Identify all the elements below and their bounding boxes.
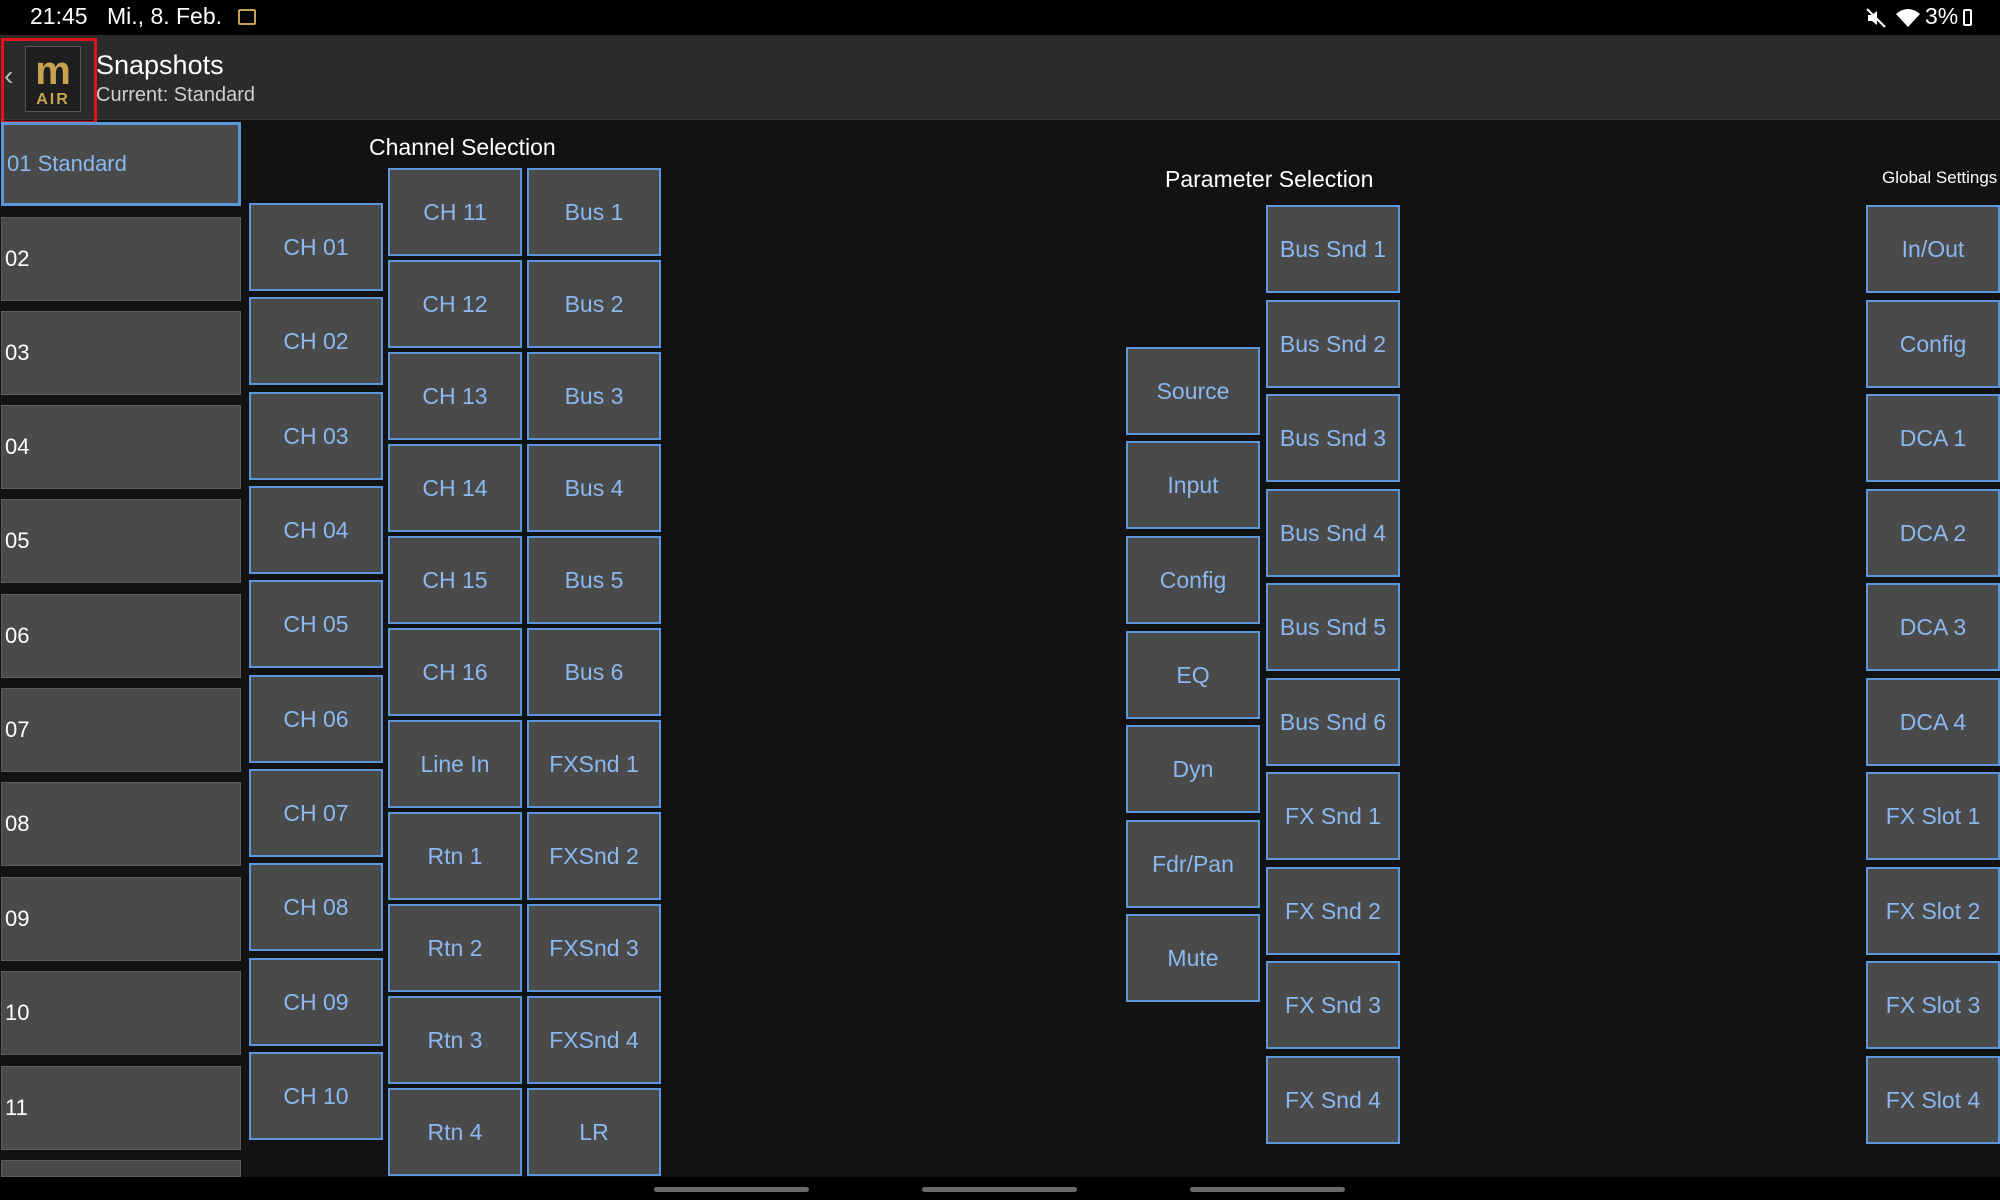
snapshot-item[interactable]: 09 <box>1 877 241 961</box>
global-setting-button[interactable]: DCA 4 <box>1866 678 2000 766</box>
parameter-button[interactable]: Bus Snd 3 <box>1266 394 1400 482</box>
snapshot-item[interactable]: 01 Standard <box>1 122 241 206</box>
current-snapshot-label: Current: Standard <box>96 84 255 106</box>
snapshot-item[interactable]: 10 <box>1 971 241 1055</box>
global-setting-button[interactable]: FX Slot 1 <box>1866 772 2000 860</box>
channel-button[interactable]: CH 06 <box>249 675 383 763</box>
snapshot-item[interactable]: 03 <box>1 311 241 395</box>
page-title: Snapshots <box>96 50 224 80</box>
channel-button[interactable]: CH 07 <box>249 769 383 857</box>
channel-button[interactable]: CH 11 <box>388 168 522 256</box>
nav-pill-left[interactable] <box>654 1187 809 1192</box>
status-time: 21:45 <box>30 3 88 29</box>
bus-button[interactable]: FXSnd 3 <box>527 904 661 992</box>
parameter-button[interactable]: Bus Snd 5 <box>1266 583 1400 671</box>
m-air-logo: m AIR <box>25 46 81 112</box>
bus-button[interactable]: FXSnd 2 <box>527 812 661 900</box>
snapshot-item[interactable]: 08 <box>1 782 241 866</box>
snapshot-item[interactable]: 07 <box>1 688 241 772</box>
parameter-button[interactable]: Dyn <box>1126 725 1260 813</box>
snapshot-item[interactable]: 11 <box>1 1066 241 1150</box>
global-setting-button[interactable]: DCA 1 <box>1866 394 2000 482</box>
global-setting-button[interactable]: FX Slot 4 <box>1866 1056 2000 1144</box>
global-setting-button[interactable]: DCA 3 <box>1866 583 2000 671</box>
bus-button[interactable]: FXSnd 1 <box>527 720 661 808</box>
channel-button[interactable]: Rtn 4 <box>388 1088 522 1176</box>
parameter-button[interactable]: Source <box>1126 347 1260 435</box>
snapshot-item[interactable]: 05 <box>1 499 241 583</box>
status-bar: 21:45 Mi., 8. Feb. 3% <box>0 0 2000 35</box>
parameter-button[interactable]: Bus Snd 6 <box>1266 678 1400 766</box>
parameter-button[interactable]: Input <box>1126 441 1260 529</box>
bus-button[interactable]: Bus 3 <box>527 352 661 440</box>
channel-button[interactable]: Rtn 1 <box>388 812 522 900</box>
channel-button[interactable]: Rtn 2 <box>388 904 522 992</box>
snapshot-item-partial[interactable] <box>1 1160 241 1177</box>
app-bar <box>0 35 2000 120</box>
bus-button[interactable]: LR <box>527 1088 661 1176</box>
nav-pill-center[interactable] <box>922 1187 1077 1192</box>
channel-button[interactable]: CH 03 <box>249 392 383 480</box>
parameter-button[interactable]: FX Snd 4 <box>1266 1056 1400 1144</box>
global-setting-button[interactable]: FX Slot 2 <box>1866 867 2000 955</box>
parameter-button[interactable]: Fdr/Pan <box>1126 820 1260 908</box>
channel-button[interactable]: CH 13 <box>388 352 522 440</box>
snapshot-item[interactable]: 04 <box>1 405 241 489</box>
parameter-button[interactable]: FX Snd 2 <box>1266 867 1400 955</box>
wifi-icon <box>1896 9 1920 27</box>
snapshot-item[interactable]: 02 <box>1 217 241 301</box>
channel-button[interactable]: CH 01 <box>249 203 383 291</box>
back-button[interactable] <box>1 38 97 124</box>
bus-button[interactable]: Bus 5 <box>527 536 661 624</box>
global-setting-button[interactable]: FX Slot 3 <box>1866 961 2000 1049</box>
bus-button[interactable]: Bus 4 <box>527 444 661 532</box>
parameter-button[interactable]: EQ <box>1126 631 1260 719</box>
channel-button[interactable]: CH 14 <box>388 444 522 532</box>
global-setting-button[interactable]: Config <box>1866 300 2000 388</box>
app-notification-icon <box>238 9 256 25</box>
global-settings-heading: Global Settings <box>1882 168 1998 187</box>
global-setting-button[interactable]: In/Out <box>1866 205 2000 293</box>
channel-button[interactable]: CH 16 <box>388 628 522 716</box>
channel-button[interactable]: Rtn 3 <box>388 996 522 1084</box>
parameter-selection-heading: Parameter Selection <box>1165 166 1374 192</box>
bus-button[interactable]: Bus 2 <box>527 260 661 348</box>
global-setting-button[interactable]: DCA 2 <box>1866 489 2000 577</box>
bus-button[interactable]: Bus 6 <box>527 628 661 716</box>
parameter-button[interactable]: FX Snd 3 <box>1266 961 1400 1049</box>
navigation-bar <box>0 1177 2000 1200</box>
status-date: Mi., 8. Feb. <box>107 3 223 29</box>
channel-button[interactable]: Line In <box>388 720 522 808</box>
channel-button[interactable]: CH 05 <box>249 580 383 668</box>
parameter-button[interactable]: Bus Snd 1 <box>1266 205 1400 293</box>
channel-button[interactable]: CH 12 <box>388 260 522 348</box>
channel-button[interactable]: CH 02 <box>249 297 383 385</box>
bus-button[interactable]: FXSnd 4 <box>527 996 661 1084</box>
channel-button[interactable]: CH 10 <box>249 1052 383 1140</box>
bus-button[interactable]: Bus 1 <box>527 168 661 256</box>
back-chevron-icon: ‹ <box>4 60 14 91</box>
parameter-button[interactable]: Mute <box>1126 914 1260 1002</box>
nav-pill-right[interactable] <box>1190 1187 1345 1192</box>
parameter-button[interactable]: Config <box>1126 536 1260 624</box>
parameter-button[interactable]: FX Snd 1 <box>1266 772 1400 860</box>
channel-button[interactable]: CH 15 <box>388 536 522 624</box>
channel-button[interactable]: CH 08 <box>249 863 383 951</box>
parameter-button[interactable]: Bus Snd 2 <box>1266 300 1400 388</box>
snapshot-item[interactable]: 06 <box>1 594 241 678</box>
parameter-button[interactable]: Bus Snd 4 <box>1266 489 1400 577</box>
channel-button[interactable]: CH 09 <box>249 958 383 1046</box>
channel-selection-heading: Channel Selection <box>369 134 556 160</box>
battery-icon <box>1963 9 1972 26</box>
battery-percent: 3% <box>1925 3 1959 29</box>
mute-icon <box>1866 8 1886 28</box>
channel-button[interactable]: CH 04 <box>249 486 383 574</box>
